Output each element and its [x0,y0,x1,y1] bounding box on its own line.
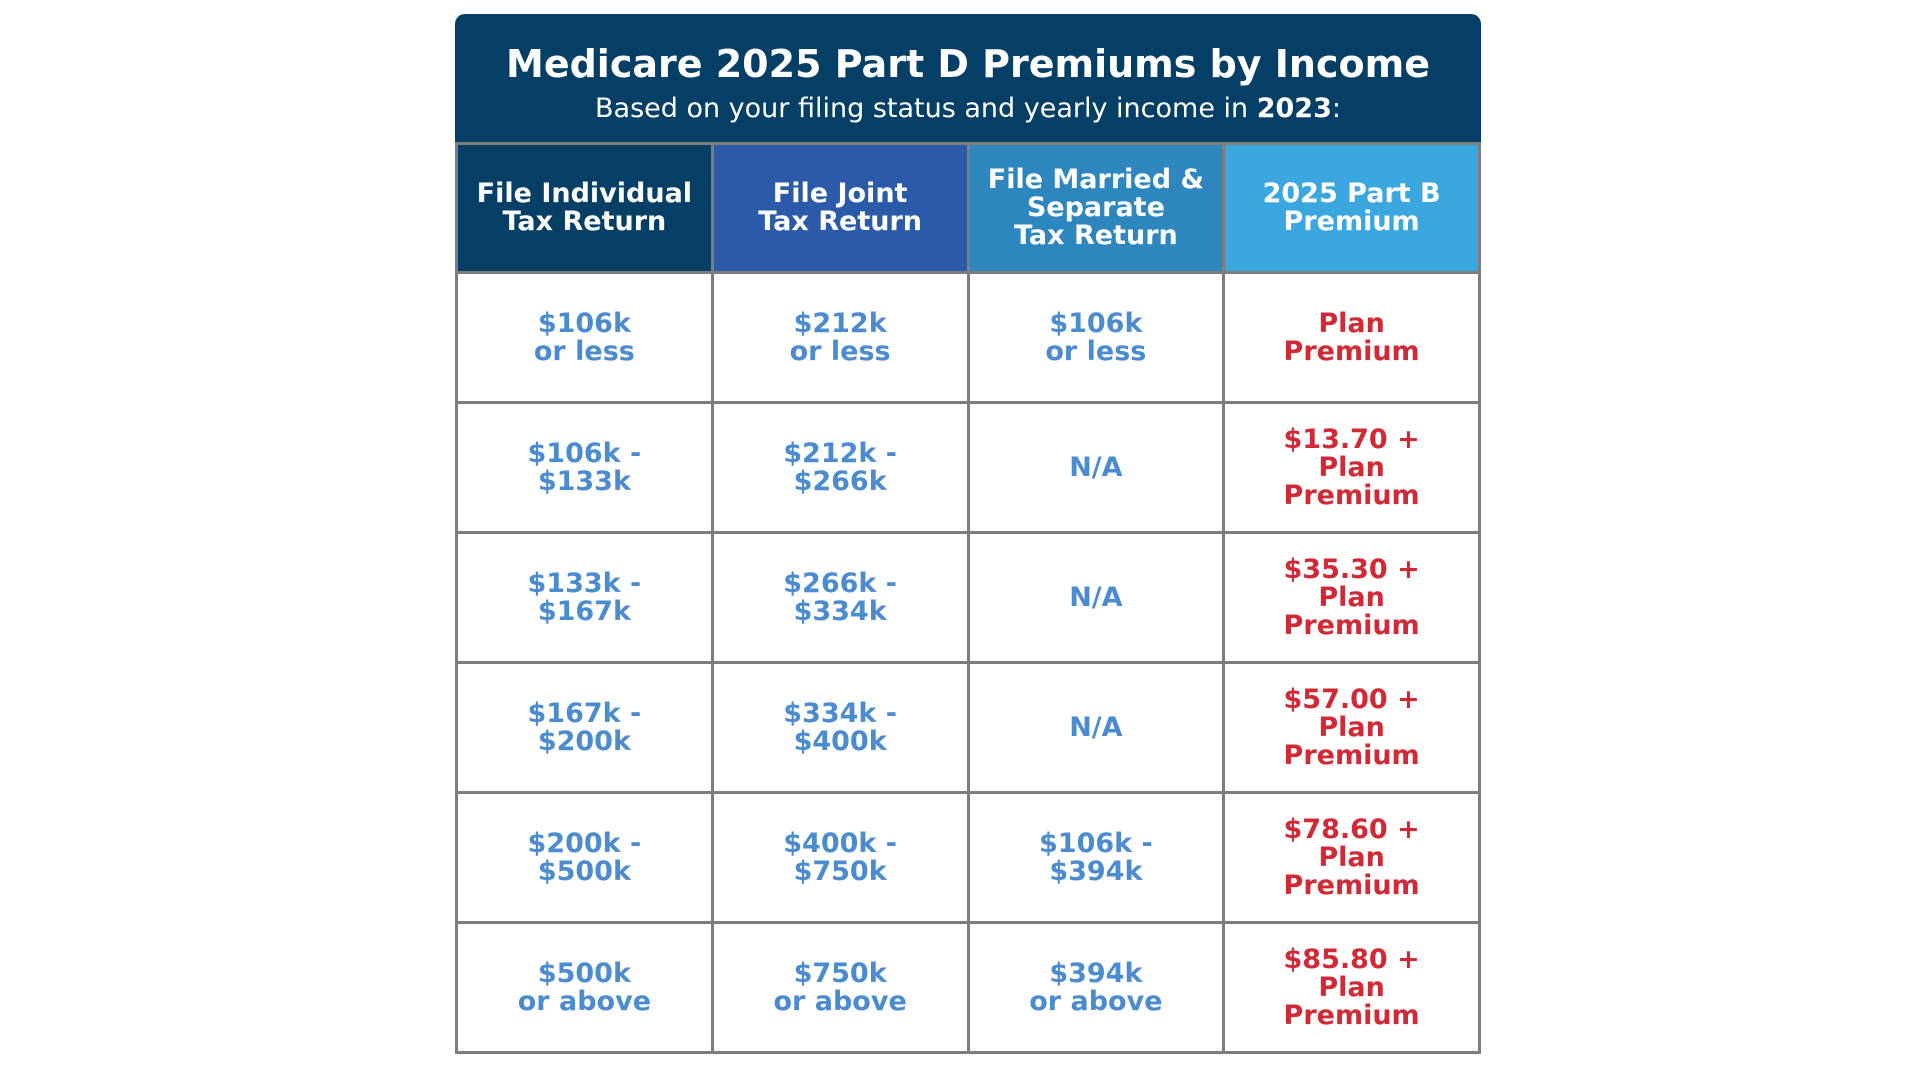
table-row: $167k - $200k $334k - $400k N/A $57.00 +… [455,661,1481,794]
cell-joint: $334k - $400k [710,661,970,794]
cell-married-separate: N/A [966,661,1226,794]
subtitle-colon: : [1331,93,1341,124]
table-row: $106k or less $212k or less $106k or les… [455,271,1481,404]
cell-joint: $750k or above [710,921,970,1054]
header-joint: File Joint Tax Return [710,142,970,274]
cell-joint: $212k - $266k [710,401,970,534]
cell-individual: $200k - $500k [455,791,714,924]
cell-married-separate: $394k or above [966,921,1226,1054]
cell-joint: $266k - $334k [710,531,970,664]
page-subtitle: Based on your filing status and yearly i… [455,92,1481,126]
subtitle-year: 2023 [1256,93,1332,124]
cell-premium: $85.80 + Plan Premium [1222,921,1481,1054]
premium-table: File Individual Tax Return File Joint Ta… [455,142,1481,1054]
table-row: $133k - $167k $266k - $334k N/A $35.30 +… [455,531,1481,664]
cell-individual: $106k or less [455,271,714,404]
header-individual: File Individual Tax Return [455,142,714,274]
cell-individual: $500k or above [455,921,714,1054]
cell-joint: $400k - $750k [710,791,970,924]
table-header-row: File Individual Tax Return File Joint Ta… [455,142,1481,274]
cell-premium: $13.70 + Plan Premium [1222,401,1481,534]
table-banner: Medicare 2025 Part D Premiums by Income … [455,14,1481,142]
header-part-b-premium: 2025 Part B Premium [1222,142,1481,274]
cell-married-separate: $106k or less [966,271,1226,404]
cell-married-separate: N/A [966,531,1226,664]
cell-joint: $212k or less [710,271,970,404]
header-married-separate: File Married & Separate Tax Return [966,142,1226,274]
table-row: $106k - $133k $212k - $266k N/A $13.70 +… [455,401,1481,534]
cell-individual: $133k - $167k [455,531,714,664]
premium-table-card: Medicare 2025 Part D Premiums by Income … [455,14,1481,1074]
page-title: Medicare 2025 Part D Premiums by Income [506,42,1430,86]
cell-premium: $78.60 + Plan Premium [1222,791,1481,924]
cell-individual: $106k - $133k [455,401,714,534]
cell-premium: Plan Premium [1222,271,1481,404]
cell-premium: $35.30 + Plan Premium [1222,531,1481,664]
table-row: $500k or above $750k or above $394k or a… [455,921,1481,1054]
cell-married-separate: $106k - $394k [966,791,1226,924]
cell-premium: $57.00 + Plan Premium [1222,661,1481,794]
cell-married-separate: N/A [966,401,1226,534]
cell-individual: $167k - $200k [455,661,714,794]
subtitle-text: Based on your filing status and yearly i… [595,93,1257,124]
table-row: $200k - $500k $400k - $750k $106k - $394… [455,791,1481,924]
